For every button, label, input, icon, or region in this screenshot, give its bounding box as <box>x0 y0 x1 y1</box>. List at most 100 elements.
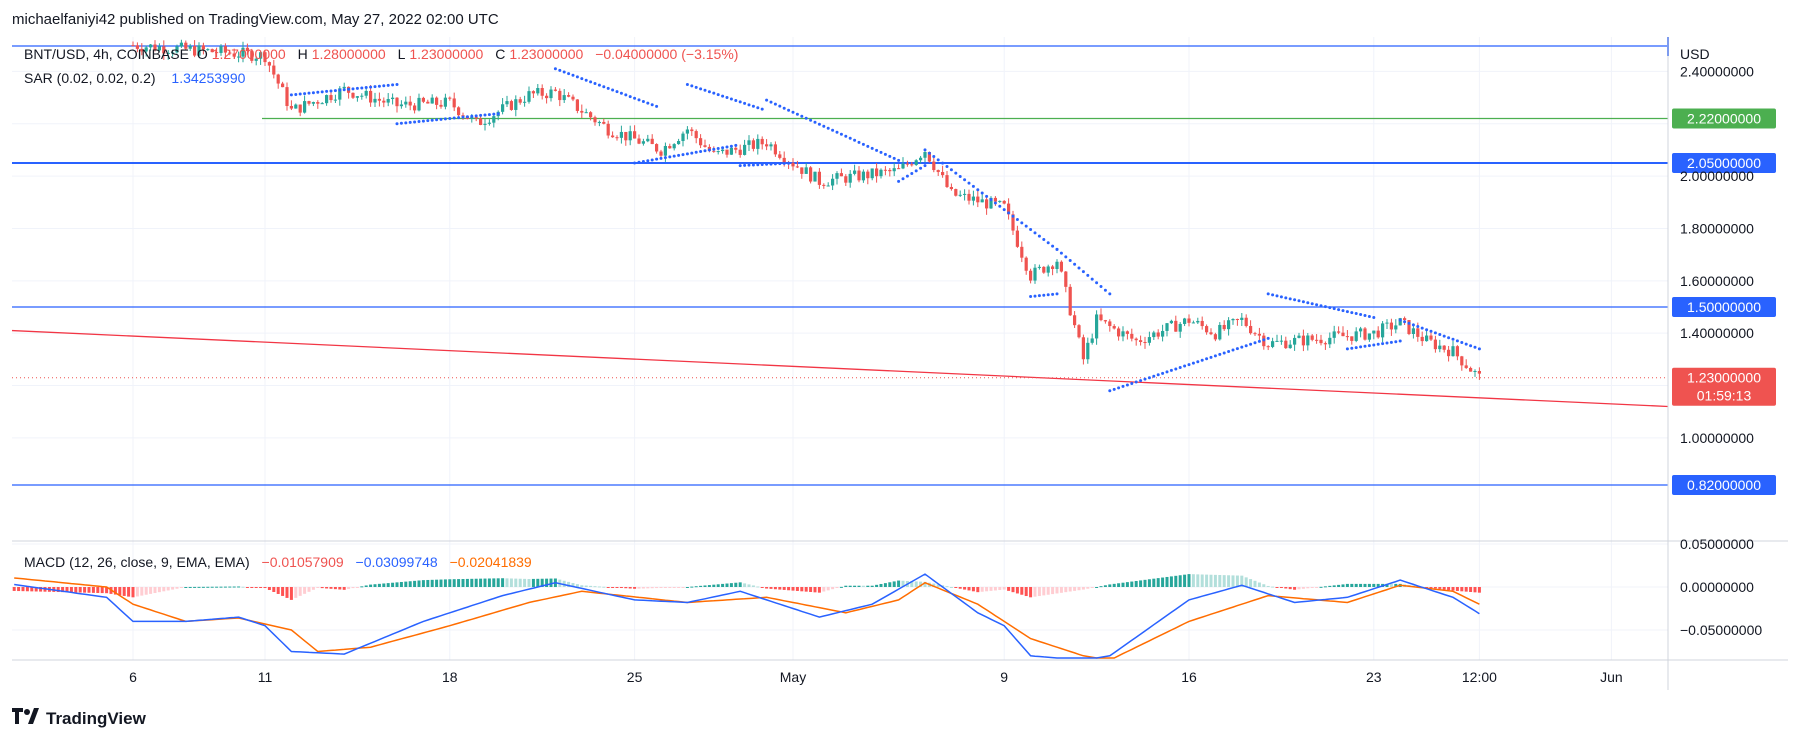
sar-dot <box>593 81 597 85</box>
macd-histogram-bar <box>443 579 447 587</box>
candle-body <box>1442 345 1446 350</box>
candle-body <box>470 117 474 119</box>
sar-dot <box>1403 320 1407 324</box>
candle-body <box>1200 320 1204 327</box>
close-label: C <box>495 46 506 62</box>
sar-dot <box>1191 361 1195 365</box>
macd-histogram-bar <box>976 587 980 593</box>
time-tick-label: Jun <box>1600 669 1623 685</box>
sar-dot <box>1161 371 1165 375</box>
sar-dot <box>1385 341 1389 345</box>
macd-histogram-bar <box>1363 583 1367 587</box>
candle-body <box>285 87 289 106</box>
candle-body <box>1042 266 1046 273</box>
macd-histogram-bar <box>690 586 694 588</box>
grid <box>12 37 1668 660</box>
sar-dot <box>1020 221 1024 225</box>
sar-label[interactable]: SAR (0.02, 0.02, 0.2) <box>24 70 156 86</box>
candle-body <box>1218 324 1222 340</box>
sar-dot <box>448 116 452 120</box>
candle-body <box>1077 325 1081 338</box>
macd-histogram-bar <box>250 587 254 588</box>
macd-histogram-bar <box>166 587 170 591</box>
sar-dot <box>694 150 698 154</box>
candle-body <box>584 112 588 114</box>
candle-body <box>1266 346 1270 348</box>
sar-dot <box>1416 324 1420 328</box>
macd-histogram-bar <box>232 586 236 588</box>
macd-histogram-bar <box>655 587 659 589</box>
sar-dot <box>633 161 637 165</box>
macd-histogram-bar <box>1359 583 1363 587</box>
macd-histogram-bar <box>949 587 953 588</box>
macd-histogram-bar <box>1341 584 1345 587</box>
sar-dot <box>580 77 584 81</box>
sar-dot <box>910 171 914 175</box>
macd-histogram-bar <box>1297 587 1301 590</box>
sar-dot <box>804 116 808 120</box>
footer-brand[interactable]: TradingView <box>12 708 146 729</box>
price-legend: BNT/USD, 4h, COINBASE O 1.27000000 H 1.280… <box>24 46 742 62</box>
candle-body <box>355 96 359 98</box>
candle-body <box>593 117 597 123</box>
sar-dot <box>1055 247 1059 251</box>
sar-dot <box>575 75 579 79</box>
macd-histogram-bar <box>1011 587 1015 593</box>
macd-histogram-bar <box>171 587 175 590</box>
sar-dot <box>1042 293 1046 297</box>
sar-dot <box>303 92 307 96</box>
candle-body <box>817 171 821 185</box>
candle-body <box>1381 323 1385 338</box>
candle-body <box>1086 342 1090 360</box>
sar-dot <box>641 99 645 103</box>
sar-dot <box>993 201 997 205</box>
sar-dot <box>835 130 839 134</box>
macd-histogram-bar <box>347 587 351 589</box>
macd-histogram-bar <box>663 587 667 588</box>
candle-body <box>910 164 914 166</box>
macd-histogram-bar <box>223 586 227 588</box>
macd-histogram-bar <box>703 585 707 587</box>
sar-dot <box>1345 310 1349 314</box>
candle-body <box>1253 333 1257 335</box>
candle-body <box>1059 261 1063 272</box>
candle-body <box>1205 326 1209 333</box>
macd-histogram-bar <box>21 587 25 592</box>
macd-histogram-bar <box>210 586 214 588</box>
sar-dot <box>685 152 689 156</box>
macd-label[interactable]: MACD (12, 26, close, 9, EMA, EMA) <box>24 554 250 570</box>
candle-body <box>413 105 417 111</box>
sar-dot <box>435 118 439 122</box>
macd-histogram-bar <box>787 587 791 591</box>
macd-histogram-bar <box>1081 587 1085 590</box>
macd-histogram-bar <box>1345 583 1349 587</box>
macd-histogram-bar <box>985 587 989 592</box>
macd-histogram-bar <box>1191 574 1195 587</box>
candle-body <box>932 161 936 171</box>
sar-dot <box>1372 343 1376 347</box>
sar-dot <box>584 78 588 82</box>
macd-histogram-bar <box>914 581 918 587</box>
macd-histogram-bar <box>1086 587 1090 589</box>
macd-histogram-bar <box>1029 587 1033 598</box>
candle-body <box>1301 335 1305 346</box>
candle-body <box>624 131 628 141</box>
macd-histogram-bar <box>1117 583 1121 587</box>
candle-body <box>844 176 848 183</box>
sar-dot <box>976 188 980 192</box>
sar-dot <box>430 118 434 122</box>
macd-histogram-bar <box>470 578 474 587</box>
macd-histogram-bar <box>325 587 329 589</box>
candle-body <box>184 42 188 49</box>
macd-histogram-bar <box>1147 579 1151 587</box>
sar-dot <box>901 177 905 181</box>
candle-body <box>1394 325 1398 330</box>
candle-body <box>1271 341 1275 347</box>
macd-histogram-bar <box>685 587 689 588</box>
candle-body <box>769 144 773 147</box>
sar-dot <box>1350 311 1354 315</box>
symbol-label[interactable]: BNT/USD, 4h, COINBASE <box>24 46 189 62</box>
macd-histogram-bar <box>338 587 342 590</box>
sar-dot <box>769 100 773 104</box>
